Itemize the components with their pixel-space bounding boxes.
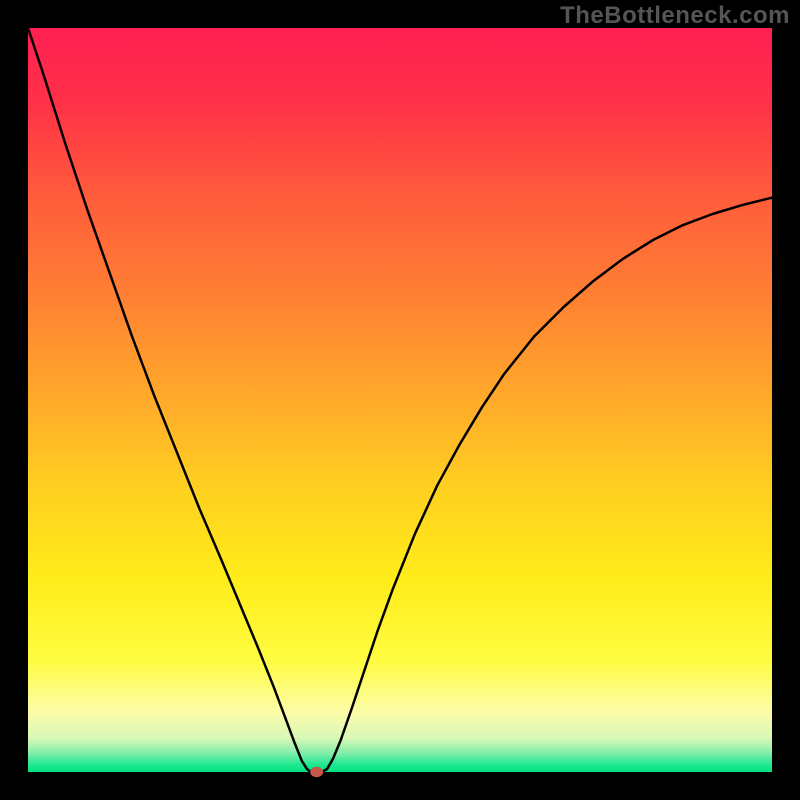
minimum-marker-dot (310, 767, 323, 777)
bottleneck-curve-chart (0, 0, 800, 800)
chart-container: TheBottleneck.com (0, 0, 800, 800)
chart-plot-area (28, 28, 772, 772)
watermark-label: TheBottleneck.com (560, 2, 790, 30)
